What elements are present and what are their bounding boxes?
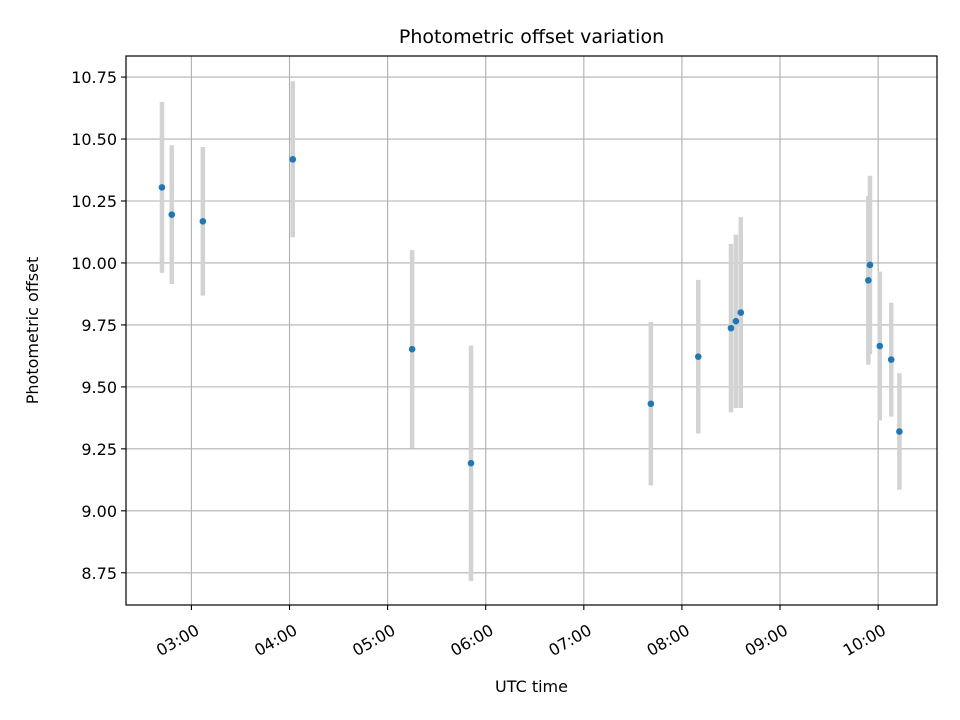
data-point — [866, 261, 874, 269]
y-axis-label: Photometric offset — [23, 257, 42, 405]
y-tick-label: 10.25 — [71, 192, 117, 211]
data-point — [467, 459, 475, 467]
y-tick-label: 8.75 — [81, 564, 117, 583]
data-point — [694, 353, 702, 360]
x-axis-label: UTC time — [495, 677, 568, 696]
y-tick-label: 9.25 — [81, 440, 117, 459]
data-point — [727, 324, 735, 332]
y-tick-label: 9.00 — [81, 502, 117, 521]
data-point — [168, 211, 176, 218]
y-tick-label: 9.50 — [81, 378, 117, 397]
data-points — [158, 156, 903, 467]
y-tick-label: 10.50 — [71, 130, 117, 149]
data-point — [289, 156, 297, 163]
y-tick-label: 10.00 — [71, 254, 117, 273]
data-point — [158, 184, 166, 191]
data-point — [647, 400, 655, 408]
data-point — [876, 342, 884, 350]
y-tick-label: 9.75 — [81, 316, 117, 335]
data-point — [732, 317, 740, 325]
grid — [126, 56, 937, 605]
data-point — [408, 345, 416, 353]
data-point — [737, 309, 745, 316]
chart-title: Photometric offset variation — [399, 26, 664, 48]
data-point — [887, 356, 895, 363]
plot-frame — [125, 55, 938, 606]
y-tick-label: 10.75 — [71, 68, 117, 87]
data-point — [199, 218, 207, 225]
data-point — [865, 277, 872, 284]
y-axis: 8.75 9.00 9.25 9.50 9.75 10.00 10.25 10.50 10.75 — [71, 68, 126, 583]
data-point — [896, 428, 903, 435]
